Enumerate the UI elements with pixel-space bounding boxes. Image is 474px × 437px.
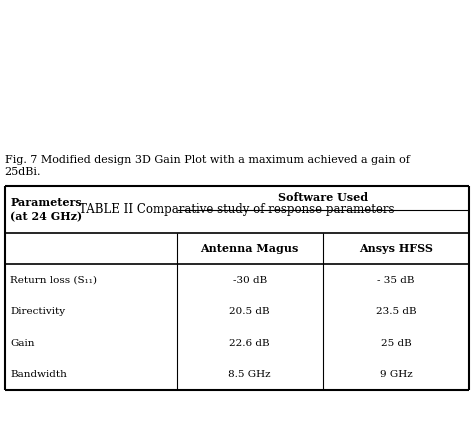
Text: Bandwidth: Bandwidth xyxy=(10,370,67,379)
Text: Fig. 7 Modified design 3D Gain Plot with a maximum achieved a gain of
25dBi.: Fig. 7 Modified design 3D Gain Plot with… xyxy=(5,155,410,177)
Text: 20.5 dB: 20.5 dB xyxy=(229,307,270,316)
Text: Antenna Magus: Antenna Magus xyxy=(201,243,299,254)
Text: Gain: Gain xyxy=(10,339,35,347)
Text: Return loss (S₁₁): Return loss (S₁₁) xyxy=(10,276,98,284)
Bar xyxy=(0,0,474,177)
Text: Software Used: Software Used xyxy=(278,192,368,204)
Text: TABLE II Comparative study of response parameters: TABLE II Comparative study of response p… xyxy=(79,203,395,216)
Text: - 35 dB: - 35 dB xyxy=(377,276,415,284)
Text: -30 dB: -30 dB xyxy=(233,276,267,284)
Text: Ansys HFSS: Ansys HFSS xyxy=(359,243,433,254)
Text: 8.5 GHz: 8.5 GHz xyxy=(228,370,271,379)
Text: Directivity: Directivity xyxy=(10,307,65,316)
Text: 9 GHz: 9 GHz xyxy=(380,370,412,379)
Text: 23.5 dB: 23.5 dB xyxy=(376,307,417,316)
Text: 22.6 dB: 22.6 dB xyxy=(229,339,270,347)
Text: Parameters
(at 24 GHz): Parameters (at 24 GHz) xyxy=(10,197,82,222)
Text: 25 dB: 25 dB xyxy=(381,339,411,347)
